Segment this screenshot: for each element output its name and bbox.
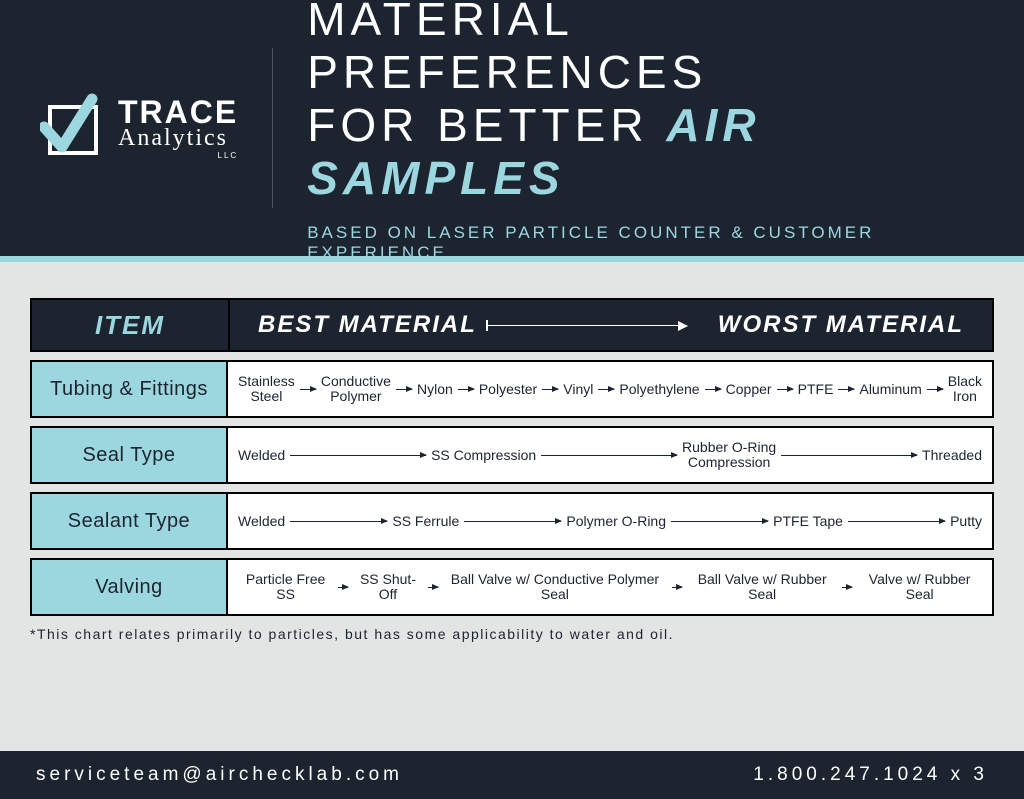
th-item: ITEM — [32, 300, 230, 350]
row-materials: Welded SS Ferrule Polymer O-Ring PTFE Tape P… — [228, 492, 994, 550]
best-label: BEST MATERIAL — [258, 311, 477, 339]
arrow-right-icon — [300, 389, 316, 390]
arrow-right-icon — [705, 389, 721, 390]
logo-text: TRACE Analytics LLC — [118, 96, 238, 160]
material-item: Aluminum — [859, 382, 921, 397]
material-item: SS Shut-Off — [353, 572, 423, 601]
material-item: Vinyl — [563, 382, 593, 397]
row-materials: Particle Free SS SS Shut-Off Ball Valve w/… — [228, 558, 994, 616]
page-title: MATERIAL PREFERENCES FOR BETTER AIR SAMP… — [307, 0, 984, 205]
arrow-right-icon — [458, 389, 474, 390]
arrow-right-icon — [671, 521, 768, 522]
arrow-right-icon — [672, 587, 682, 588]
logo-llc: LLC — [118, 152, 238, 160]
material-item: Threaded — [922, 448, 982, 463]
materials-table: ITEM BEST MATERIAL WORST MATERIAL Tubing… — [0, 262, 1024, 642]
table-row: Seal Type Welded SS Compression Rubber O-Ri… — [30, 426, 994, 484]
arrow-right-icon — [777, 389, 793, 390]
logo-checkmark-icon — [40, 93, 110, 163]
arrow-right-icon — [848, 521, 945, 522]
subtitle: BASED ON LASER PARTICLE COUNTER & CUSTOM… — [307, 223, 984, 263]
title-block: MATERIAL PREFERENCES FOR BETTER AIR SAMP… — [273, 0, 984, 263]
material-item: Rubber O-Ring Compression — [682, 440, 776, 469]
row-item-label: Sealant Type — [30, 492, 228, 550]
material-item: SS Compression — [431, 448, 536, 463]
material-item: Ball Valve w/ Conductive Polymer Seal — [443, 572, 667, 601]
material-item: Ball Valve w/ Rubber Seal — [687, 572, 837, 601]
material-item: Welded — [238, 514, 285, 529]
material-item: Valve w/ Rubber Seal — [857, 572, 982, 601]
arrow-right-icon — [428, 587, 438, 588]
logo-block: TRACE Analytics LLC — [40, 48, 273, 208]
worst-label: WORST MATERIAL — [718, 311, 964, 339]
row-item-label: Seal Type — [30, 426, 228, 484]
material-item: PTFE — [798, 382, 834, 397]
table-row: Sealant Type Welded SS Ferrule Polymer O-Ri… — [30, 492, 994, 550]
th-scale: BEST MATERIAL WORST MATERIAL — [230, 300, 992, 350]
material-item: Black Iron — [948, 374, 982, 403]
arrow-right-icon — [598, 389, 614, 390]
arrow-right-icon — [781, 455, 917, 456]
arrow-right-icon — [838, 389, 854, 390]
material-item: SS Ferrule — [392, 514, 459, 529]
material-item: Nylon — [417, 382, 453, 397]
footer: serviceteam@airchecklab.com 1.800.247.10… — [0, 751, 1024, 799]
table-header: ITEM BEST MATERIAL WORST MATERIAL — [30, 298, 994, 352]
title-line1: MATERIAL PREFERENCES — [307, 0, 707, 98]
title-line2a: FOR BETTER — [307, 99, 666, 151]
logo-analytics: Analytics — [118, 126, 238, 150]
arrow-right-icon — [927, 389, 943, 390]
arrow-right-icon — [396, 389, 412, 390]
material-item: Conductive Polymer — [321, 374, 391, 403]
material-item: Putty — [950, 514, 982, 529]
footer-phone: 1.800.247.1024 x 3 — [753, 764, 988, 786]
arrow-right-icon — [842, 587, 852, 588]
arrow-right-icon — [541, 455, 677, 456]
row-materials: Stainless Steel Conductive Polymer Nylon Po… — [228, 360, 994, 418]
header: TRACE Analytics LLC MATERIAL PREFERENCES… — [0, 0, 1024, 262]
footnote: *This chart relates primarily to particl… — [30, 626, 994, 642]
logo-trace: TRACE — [118, 96, 238, 128]
material-item: Polymer O-Ring — [566, 514, 666, 529]
row-materials: Welded SS Compression Rubber O-Ring Compre… — [228, 426, 994, 484]
material-item: PTFE Tape — [773, 514, 843, 529]
arrow-right-icon — [464, 521, 561, 522]
material-item: Particle Free SS — [238, 572, 333, 601]
material-item: Stainless Steel — [238, 374, 295, 403]
scale-arrow-icon — [487, 325, 687, 326]
material-item: Polyethylene — [619, 382, 699, 397]
material-item: Copper — [726, 382, 772, 397]
arrow-right-icon — [542, 389, 558, 390]
material-item: Welded — [238, 448, 285, 463]
row-item-label: Tubing & Fittings — [30, 360, 228, 418]
table-row: Tubing & Fittings Stainless Steel Conducti… — [30, 360, 994, 418]
arrow-right-icon — [290, 521, 387, 522]
arrow-right-icon — [290, 455, 426, 456]
material-item: Polyester — [479, 382, 537, 397]
table-row: Valving Particle Free SS SS Shut-Off Ball V… — [30, 558, 994, 616]
row-item-label: Valving — [30, 558, 228, 616]
footer-email: serviceteam@airchecklab.com — [36, 764, 403, 786]
arrow-right-icon — [338, 587, 348, 588]
th-best: BEST MATERIAL — [258, 311, 687, 339]
